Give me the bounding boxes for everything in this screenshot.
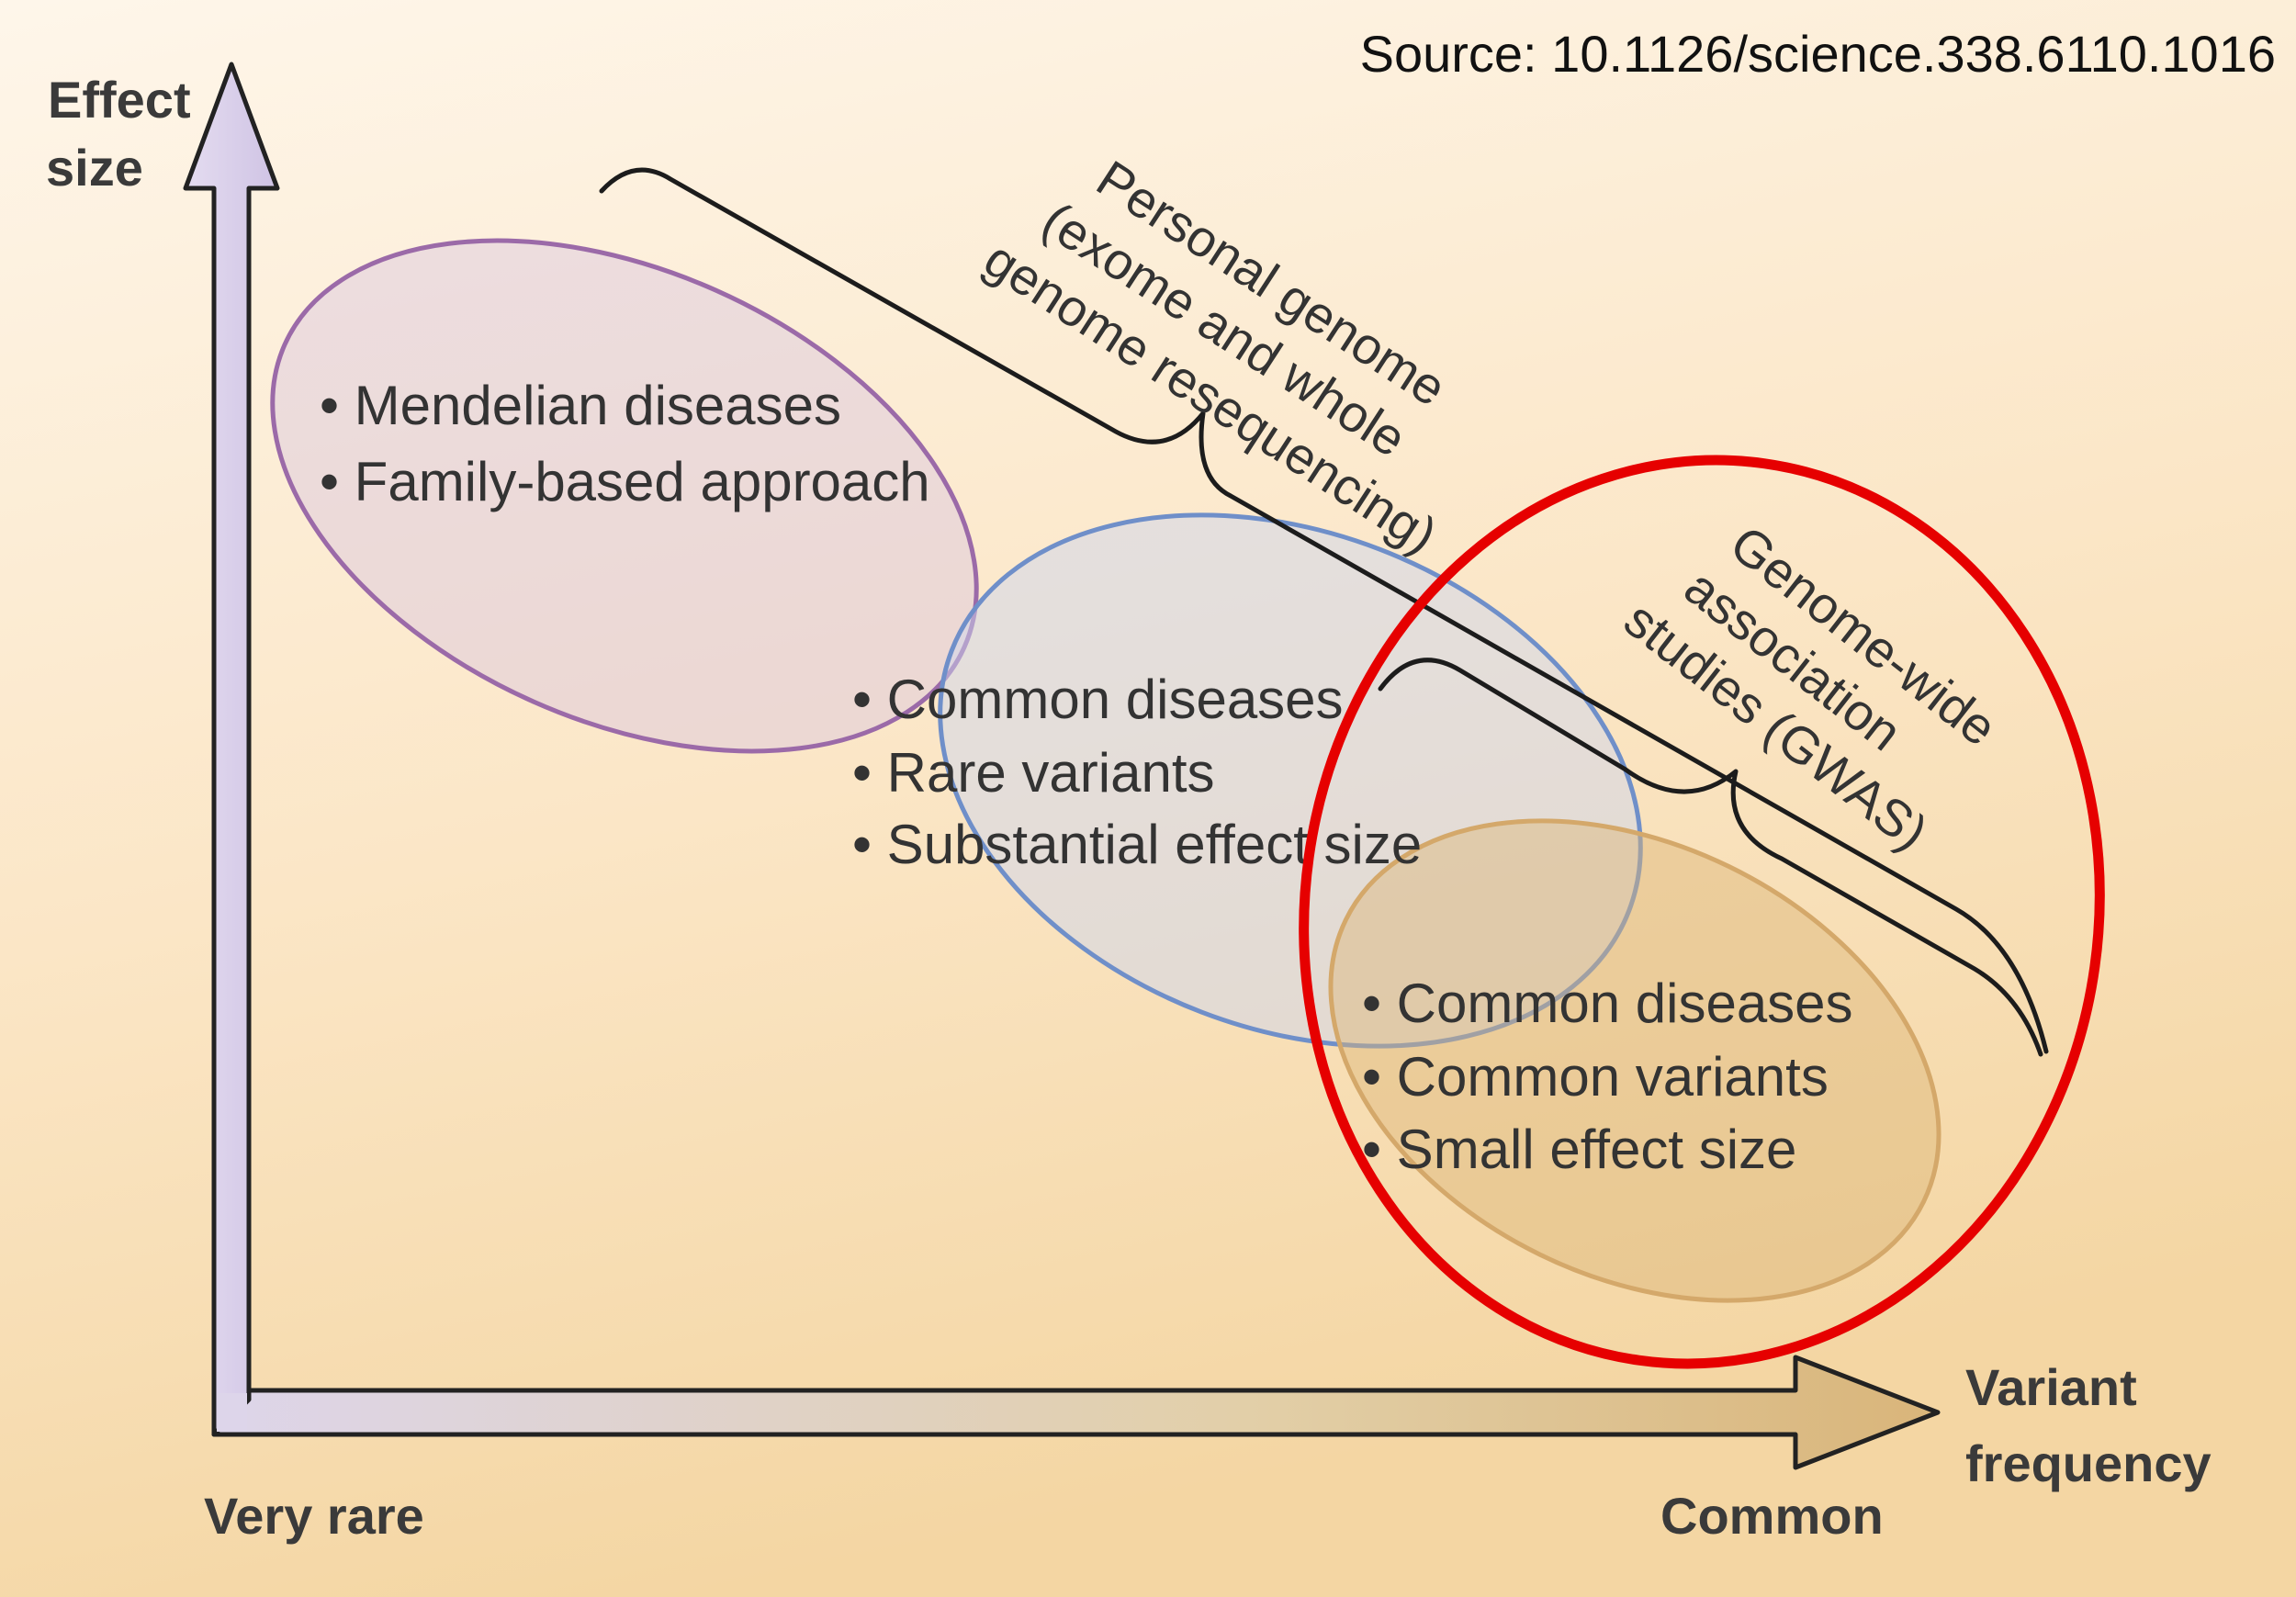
rare-item-1: • Common diseases xyxy=(852,669,1344,730)
common-item-1: • Common diseases xyxy=(1362,973,1853,1034)
x-axis-arrow xyxy=(211,1355,1941,1470)
rare-variant-region xyxy=(938,512,1643,1049)
highlight-circle xyxy=(1299,455,2105,1369)
y-axis-arrow xyxy=(183,62,280,1437)
common-item-2: • Common variants xyxy=(1362,1046,1829,1108)
x-axis-high-label: Common xyxy=(1660,1487,1884,1545)
common-variant-text: • Common diseases • Common variants • Sm… xyxy=(1362,973,1853,1180)
rare-item-2: • Rare variants xyxy=(852,742,1214,804)
x-axis-label-line1: Variant xyxy=(1965,1358,2137,1416)
mendelian-item-2: • Family-based approach xyxy=(320,451,930,512)
mendelian-item-1: • Mendelian diseases xyxy=(320,375,841,436)
x-axis-low-label: Very rare xyxy=(204,1487,424,1545)
rare-item-3: • Substantial effect size xyxy=(852,814,1422,875)
rare-variant-text: • Common diseases • Rare variants • Subs… xyxy=(852,669,1422,875)
x-axis-label-line2: frequency xyxy=(1965,1434,2212,1492)
y-axis-label-line2: size xyxy=(46,139,143,197)
y-axis-label-line1: Effect xyxy=(48,71,191,129)
common-variant-region xyxy=(1328,818,1941,1303)
mendelian-text: • Mendelian diseases • Family-based appr… xyxy=(320,375,930,512)
common-item-3: • Small effect size xyxy=(1362,1119,1796,1180)
source-citation: Source: 10.1126/science.338.6110.1016 xyxy=(1360,25,2276,83)
gwas-bracket xyxy=(1378,658,2043,1057)
personal-genome-bracket xyxy=(599,167,2049,1054)
